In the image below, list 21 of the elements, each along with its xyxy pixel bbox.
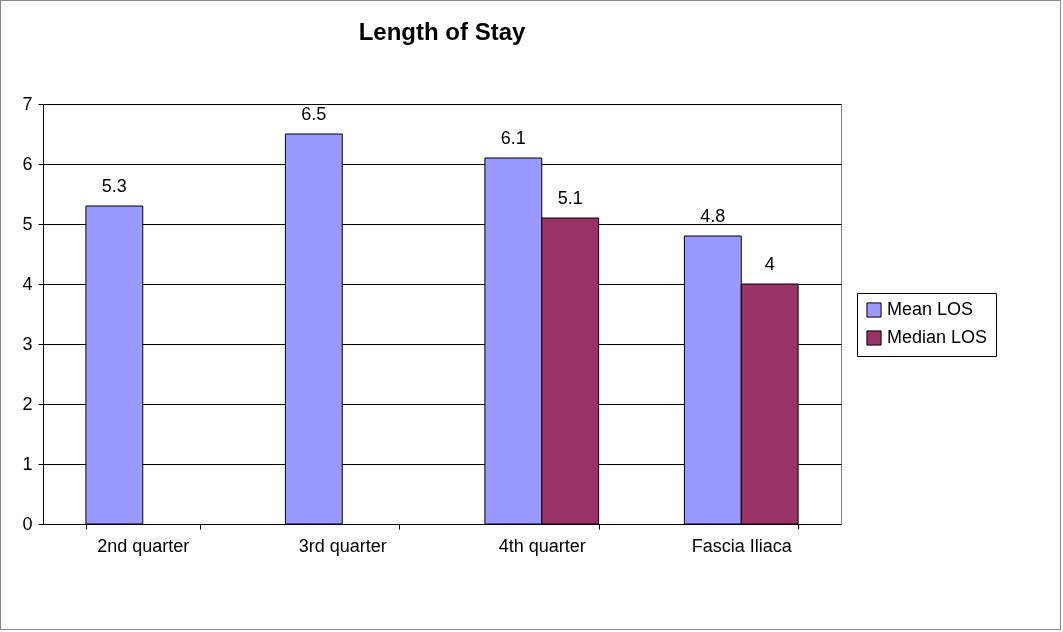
x-tick-label: 3rd quarter — [298, 535, 387, 556]
y-tick-label: 0 — [22, 513, 33, 534]
y-tick-label: 4 — [22, 273, 33, 294]
y-tick-label: 2 — [22, 393, 33, 414]
chart-title: Length of Stay — [358, 18, 526, 45]
legend-label: Median LOS — [887, 327, 988, 347]
data-label: 4.8 — [700, 206, 726, 226]
data-label: 5.3 — [101, 176, 127, 196]
x-tick-label: 2nd quarter — [97, 535, 190, 556]
y-tick-label: 5 — [22, 213, 33, 234]
y-tick-label: 6 — [22, 153, 33, 174]
data-label: 5.1 — [557, 188, 583, 208]
x-tick-label: Fascia Iliaca — [691, 535, 793, 556]
x-tick-label: 4th quarter — [498, 535, 586, 556]
y-tick-label: 3 — [22, 333, 33, 354]
legend-label: Mean LOS — [887, 299, 974, 319]
y-tick-label: 7 — [22, 93, 33, 114]
y-tick-label: 1 — [22, 453, 33, 474]
data-label: 6.1 — [500, 128, 526, 148]
data-label: 6.5 — [301, 104, 327, 124]
data-label: 4 — [764, 254, 775, 274]
